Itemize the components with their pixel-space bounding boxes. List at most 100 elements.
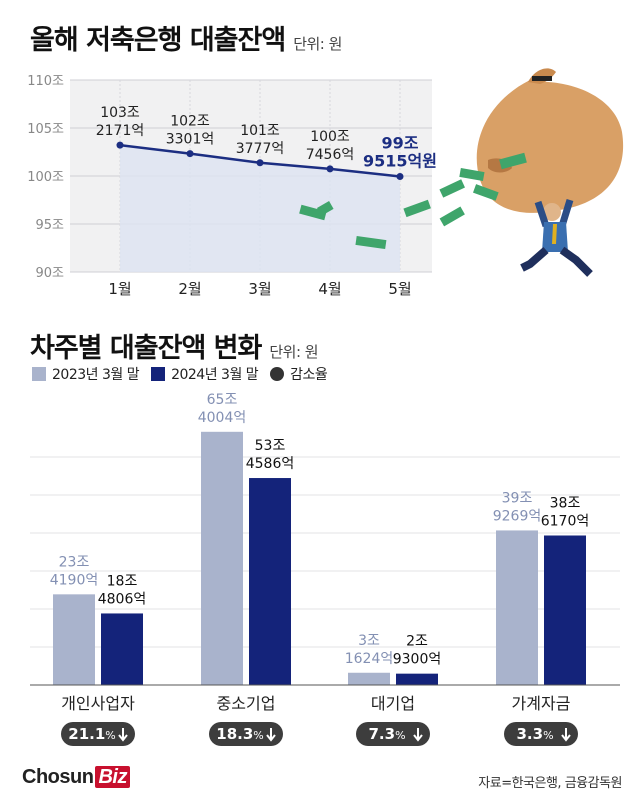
data-point	[396, 172, 404, 180]
bill-7	[299, 204, 327, 221]
bill-2	[459, 167, 485, 182]
category-label: 개인사업자	[61, 694, 135, 713]
bar-label-jo: 3조	[358, 633, 380, 649]
chosunbiz-logo: Chosun Biz	[22, 766, 130, 789]
data-label-jo: 99조	[382, 133, 419, 152]
bar-label-jo: 38조	[550, 495, 581, 511]
bill-9	[355, 235, 387, 250]
data-label-jo: 103조	[100, 105, 140, 121]
bar-label-jo: 23조	[59, 554, 90, 570]
y-tick-label: 110조	[27, 74, 64, 89]
bars	[53, 431, 586, 685]
arrow-down-icon	[413, 728, 423, 742]
bar-2023	[496, 530, 538, 685]
x-tick-label: 3월	[248, 280, 271, 298]
bar-chart: 23조 4190억 18조 4806억 65조 4004억 53조 4586억 3조 1624억 2…	[30, 392, 620, 746]
bar-label-eok: 9300억	[393, 652, 442, 668]
bar-label-jo: 65조	[207, 392, 238, 408]
bar-2024	[544, 535, 586, 685]
y-tick-label: 90조	[35, 266, 64, 281]
category-label: 대기업	[371, 694, 415, 713]
bill-4	[473, 184, 499, 201]
data-point	[186, 150, 194, 158]
source-note: 자료=한국은행, 금융감독원	[478, 776, 622, 791]
bar-label-eok: 1624억	[345, 651, 394, 667]
man-tie	[552, 224, 557, 244]
bill-1	[499, 152, 527, 170]
bar-label-jo: 39조	[502, 490, 533, 506]
decline-rate-value: 7.3	[368, 725, 395, 743]
unit-label: 단위: 원	[269, 343, 319, 361]
bar-label-eok: 4190억	[50, 572, 99, 588]
money-bag-body	[476, 80, 624, 213]
bar-2024	[101, 613, 143, 685]
decline-rate: 7.3%	[368, 725, 405, 743]
page-title-borrower: 차주별 대출잔액 변화 단위: 원	[30, 326, 319, 365]
category-labels: 개인사업자 중소기업 대기업 가계자금	[61, 694, 570, 713]
arrow-down-icon	[561, 728, 571, 742]
y-axis-ticks: 110조 105조 100조 95조 90조	[27, 74, 64, 281]
y-tick-label: 105조	[27, 122, 64, 137]
legend-label-decline: 감소율	[290, 367, 328, 383]
decline-rate-value: 18.3	[216, 725, 253, 743]
legend-label-2023: 2023년 3월 말	[52, 367, 140, 383]
decline-rate: 3.3%	[516, 725, 553, 743]
data-points	[116, 141, 404, 180]
title-text: 올해 저축은행 대출잔액	[30, 25, 286, 56]
decline-rate-unit: %	[543, 729, 553, 742]
data-label-eok: 2171억	[96, 123, 145, 139]
decline-rate-unit: %	[395, 729, 405, 742]
man-legs	[520, 246, 593, 277]
bill-6	[439, 206, 465, 227]
y-tick-label: 95조	[35, 218, 64, 233]
bar-label-eok: 6170억	[541, 513, 590, 529]
decline-rate-unit: %	[253, 729, 263, 742]
decline-badge	[504, 722, 578, 746]
legend-swatch-2023	[32, 367, 46, 381]
decline-rate-unit: %	[105, 729, 115, 742]
legend-label-2024: 2024년 3월 말	[171, 367, 259, 383]
decline-badge	[61, 722, 135, 746]
bar-2023	[53, 594, 95, 685]
data-label-jo: 101조	[240, 123, 280, 139]
bar-labels: 23조 4190억 18조 4806억 65조 4004억 53조 4586억 3조 1624억 2…	[50, 392, 590, 668]
data-point	[326, 165, 334, 173]
bar-label-jo: 53조	[255, 438, 286, 454]
x-tick-label: 4월	[318, 280, 341, 298]
legend-swatch-2024	[151, 367, 166, 381]
bill-5	[403, 199, 431, 218]
bar-2024	[249, 478, 291, 685]
line-chart: 110조 105조 100조 95조 90조 103조 2171억 102조 3301억 101…	[27, 68, 624, 298]
legend: 2023년 3월 말 2024년 3월 말 감소율	[32, 364, 328, 384]
arrow-down-icon	[118, 728, 128, 742]
arrow-down-icon	[266, 728, 276, 742]
line-area-fill	[120, 145, 400, 272]
legend-dot-decline	[270, 367, 285, 381]
decline-rate: 21.1%	[68, 725, 115, 743]
money-bag-tie	[532, 76, 552, 81]
data-point	[256, 159, 264, 167]
decline-badge	[356, 722, 430, 746]
decline-badge	[209, 722, 283, 746]
bar-2024	[396, 673, 438, 685]
data-label-jo: 102조	[170, 114, 210, 130]
decline-rate-value: 3.3	[516, 725, 543, 743]
category-label: 가계자금	[512, 694, 571, 713]
bar-label-jo: 18조	[107, 573, 138, 589]
logo-biz-text: Biz	[95, 766, 130, 788]
logo-main-text: Chosun	[22, 766, 94, 788]
decline-rate-value: 21.1	[68, 725, 105, 743]
decline-rate: 18.3%	[216, 725, 263, 743]
data-label-eok: 3301억	[166, 132, 215, 148]
money-bag-illustration	[299, 68, 624, 277]
unit-label: 단위: 원	[293, 35, 342, 53]
bill-3	[439, 179, 465, 198]
category-label: 중소기업	[217, 694, 276, 713]
bar-label-eok: 4806억	[98, 591, 147, 607]
data-label-eok: 3777억	[236, 141, 285, 157]
x-tick-label: 1월	[108, 280, 131, 298]
x-tick-label: 2월	[178, 280, 201, 298]
y-tick-label: 100조	[27, 170, 64, 185]
bar-2023	[348, 672, 390, 685]
data-labels: 103조 2171억 102조 3301억 101조 3777억 100조 7456억 99조9…	[96, 105, 437, 170]
